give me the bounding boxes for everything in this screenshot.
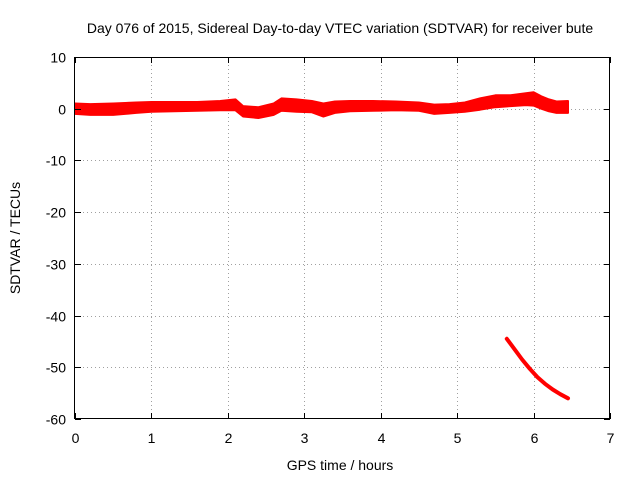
data-series	[74, 91, 570, 401]
chart-title: Day 076 of 2015, Sidereal Day-to-day VTE…	[87, 20, 594, 36]
y-tick-label: -10	[46, 153, 66, 169]
y-tick-label: -20	[46, 205, 66, 221]
x-tick-label: 5	[454, 430, 462, 446]
series-drop-line	[504, 336, 570, 401]
series-main-band	[74, 91, 569, 119]
y-tick-label: -60	[46, 412, 66, 428]
x-axis-label: GPS time / hours	[287, 457, 394, 473]
plot-frame	[74, 57, 610, 419]
x-tick-label: 6	[531, 430, 539, 446]
y-tick-label: 0	[58, 102, 66, 118]
y-axis-label: SDTVAR / TECUs	[7, 182, 23, 294]
y-tick-label: 10	[50, 50, 66, 66]
x-tick-label: 4	[378, 430, 386, 446]
y-tick-label: -40	[46, 309, 66, 325]
grid-lines	[75, 57, 610, 419]
x-tick-label: 0	[72, 430, 80, 446]
y-tick-label: -30	[46, 257, 66, 273]
x-tick-label: 3	[301, 430, 309, 446]
x-tick-label: 1	[148, 430, 156, 446]
x-tick-label: 2	[225, 430, 233, 446]
y-tick-label: -50	[46, 360, 66, 376]
x-tick-label: 7	[607, 430, 615, 446]
